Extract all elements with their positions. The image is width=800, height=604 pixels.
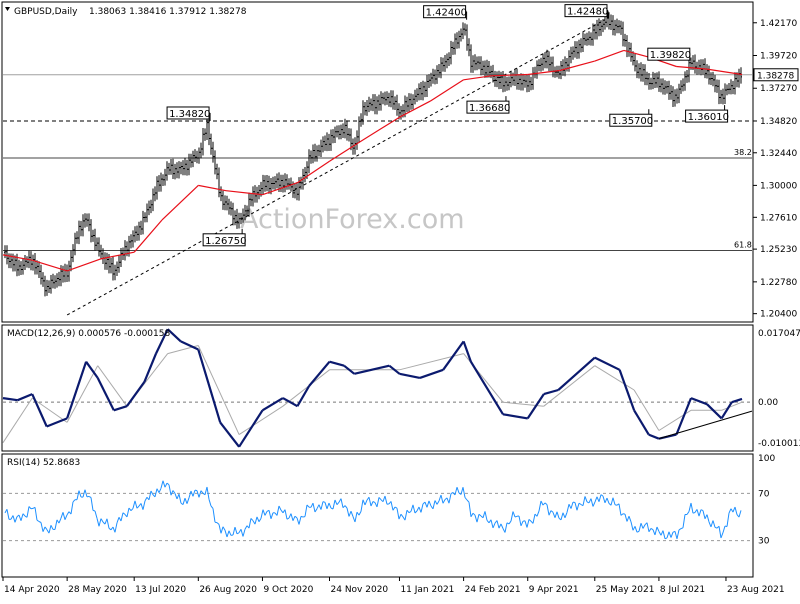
x-tick-label: 28 May 2020	[68, 585, 127, 595]
rsi-y-tick-label: 30	[758, 537, 770, 547]
annotation-label: 1.42400	[426, 8, 467, 19]
price-y-tick-label: 1.25230	[760, 245, 797, 255]
annotation-label: 1.35700	[612, 116, 653, 127]
annotation-label: 1.36680	[469, 103, 510, 114]
annotation-label: 1.26750	[205, 236, 246, 247]
x-tick-label: 9 Oct 2020	[263, 585, 313, 595]
macd-title: MACD(12,26,9) 0.000576 -0.000158	[7, 329, 170, 339]
price-y-tick-label: 1.42170	[760, 19, 797, 29]
annotation-label: 1.39820	[650, 50, 691, 61]
price-y-tick-label: 1.39720	[760, 52, 797, 62]
annotation-label: 1.34820	[169, 109, 210, 120]
x-tick-label: 24 Nov 2020	[331, 585, 389, 595]
x-tick-label: 11 Jan 2021	[400, 585, 454, 595]
x-tick-label: 25 May 2021	[596, 585, 655, 595]
x-tick-label: 14 Apr 2020	[4, 585, 60, 595]
fib-level-label: 38.2	[734, 148, 752, 157]
price-y-tick-label: 1.37270	[760, 84, 797, 94]
rsi-y-tick-label: 70	[758, 489, 770, 499]
rsi-line-segment	[93, 510, 95, 511]
macd-y-tick-label: 0.017047	[758, 329, 800, 339]
rsi-line-segment	[87, 496, 89, 497]
symbol-label: GBPUSD,Daily	[14, 7, 78, 17]
macd-y-tick-label: -0.010013	[758, 439, 800, 449]
price-y-tick-label: 1.34820	[760, 117, 797, 127]
price-y-tick-label: 1.27610	[760, 213, 797, 223]
fib-level-label: 61.8	[734, 241, 752, 250]
x-tick-label: 9 Apr 2021	[529, 585, 579, 595]
annotation-label: 1.42480	[567, 7, 608, 18]
rsi-title: RSI(14) 52.8683	[7, 458, 80, 468]
rsi-line-segment	[693, 513, 695, 514]
macd-y-tick-label: 0.00	[758, 398, 778, 408]
rsi-line-segment	[301, 516, 303, 517]
x-tick-label: 24 Feb 2021	[465, 585, 521, 595]
x-tick-label: 26 Aug 2020	[199, 585, 257, 595]
watermark: ActionForex.com	[240, 204, 465, 235]
price-y-tick-label: 1.30000	[760, 181, 797, 191]
x-tick-label: 23 Aug 2021	[727, 585, 785, 595]
ohlc-label: 1.38063 1.38416 1.37912 1.38278	[89, 7, 247, 17]
annotation-label: 1.36010	[688, 112, 729, 123]
rsi-y-tick-label: 100	[758, 454, 775, 464]
price-y-tick-label: 1.22780	[760, 278, 797, 288]
price-y-tick-label: 1.20400	[760, 310, 797, 320]
rsi-line-segment	[323, 502, 325, 503]
rsi-line-segment	[195, 490, 197, 491]
x-tick-label: 8 Jul 2021	[660, 585, 705, 595]
x-tick-label: 13 Jul 2020	[135, 585, 186, 595]
price-y-tick-label: 1.32440	[760, 149, 797, 159]
current-price-label: 1.38278	[757, 71, 794, 81]
rsi-line-segment	[515, 516, 517, 517]
chart-header: GBPUSD,Daily 1.38063 1.38416 1.37912 1.3…	[14, 7, 247, 17]
